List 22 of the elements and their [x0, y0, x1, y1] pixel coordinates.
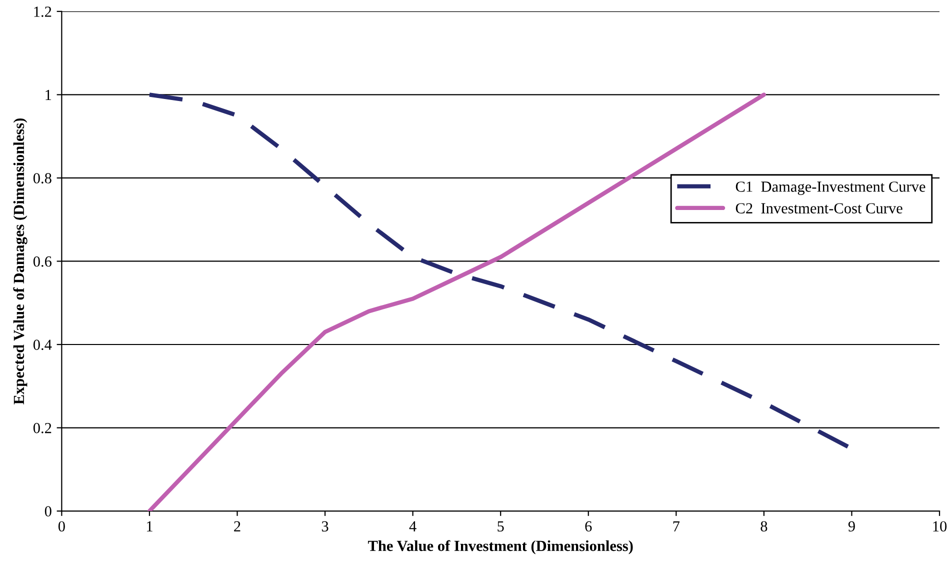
- y-tick-label: 0: [44, 506, 52, 516]
- x-axis-title: The Value of Investment (Dimensionless): [368, 540, 633, 554]
- y-tick-label: 1.2: [34, 6, 52, 17]
- y-tick-label: 0.6: [33, 256, 52, 267]
- x-tick-label: 8: [760, 521, 768, 532]
- x-tick-label: 4: [409, 521, 416, 532]
- y-tick-label: 0.2: [33, 422, 52, 434]
- legend-label: C1 Damage-Investment Curve: [736, 182, 926, 195]
- x-tick-label: 3: [322, 521, 328, 532]
- x-tick-label: 6: [585, 521, 592, 532]
- y-tick-label: 1: [46, 90, 52, 100]
- legend-label: C2 Investment-Cost Curve: [736, 203, 902, 214]
- y-axis-title: Expected Value of Damages (Dimensionless): [13, 118, 28, 404]
- y-tick-label: 0.4: [33, 340, 52, 350]
- x-tick-label: 1: [146, 521, 152, 532]
- y-tick-label: 0.8: [33, 173, 52, 184]
- x-tick-label: 10: [933, 521, 947, 532]
- x-tick-label: 9: [848, 521, 855, 532]
- x-tick-label: 0: [58, 521, 65, 532]
- x-tick-label: 2: [234, 521, 240, 532]
- x-tick-label: 5: [498, 521, 504, 532]
- x-tick-label: 7: [673, 521, 680, 532]
